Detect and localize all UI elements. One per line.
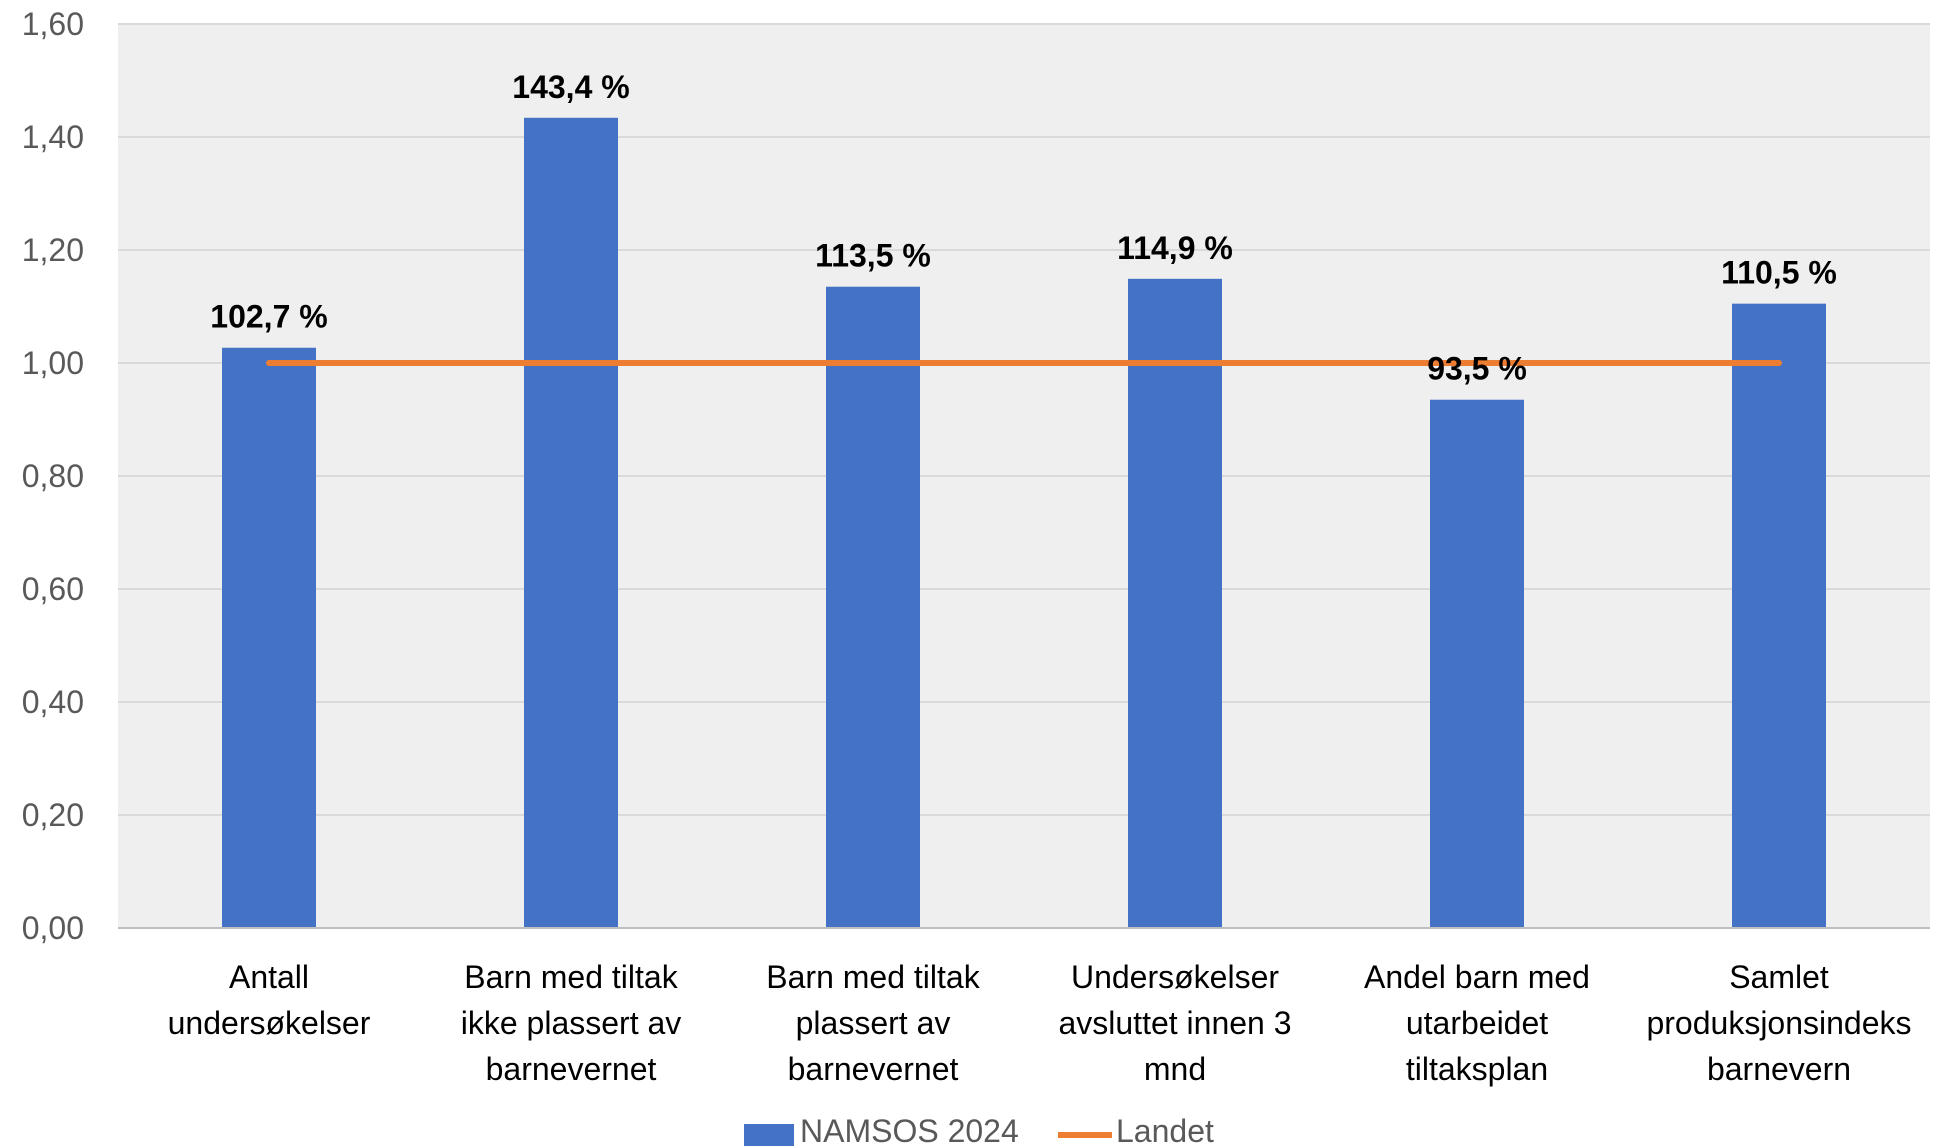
y-tick-label: 0,60 — [22, 571, 84, 607]
data-label: 143,4 % — [512, 69, 629, 105]
x-tick-label-line: utarbeidet — [1406, 1005, 1548, 1041]
bar — [1732, 303, 1826, 928]
data-label: 110,5 % — [1721, 255, 1837, 291]
data-label: 114,9 % — [1117, 230, 1233, 266]
y-tick-label: 1,20 — [22, 232, 84, 268]
bar — [826, 286, 920, 929]
y-tick-label: 1,00 — [22, 345, 84, 381]
bar-series — [222, 117, 1826, 929]
x-tick-label-line: Antall — [229, 959, 309, 995]
legend-swatch-bar — [744, 1124, 794, 1146]
y-tick-label: 1,60 — [22, 6, 84, 42]
x-tick-label-line: plassert av — [796, 1005, 951, 1041]
x-tick-label-line: Undersøkelser — [1071, 959, 1279, 995]
x-tick-label-line: barnevernet — [788, 1051, 959, 1087]
bar — [1430, 399, 1524, 929]
x-tick-label: Antall undersøkelser — [168, 959, 371, 1041]
x-tick-label-line: produksjonsindeks — [1646, 1005, 1911, 1041]
x-tick-label: Barn med tiltak plassert av barnevernet — [766, 959, 980, 1087]
x-tick-label-line: Samlet — [1729, 959, 1829, 995]
y-tick-label: 0,00 — [22, 910, 84, 946]
x-tick-label-line: Andel barn med — [1364, 959, 1590, 995]
data-labels: 102,7 % 143,4 % 113,5 % 114,9 % 93,5 % 110,5 … — [210, 69, 1837, 387]
y-tick-label: 0,40 — [22, 684, 84, 720]
x-tick-label: Undersøkelser avsluttet innen 3 mnd — [1058, 959, 1291, 1087]
x-tick-label-line: mnd — [1144, 1051, 1206, 1087]
data-label: 113,5 % — [815, 238, 931, 274]
x-tick-label: Andel barn med utarbeidet tiltaksplan — [1364, 959, 1590, 1087]
x-tick-label-line: Barn med tiltak — [464, 959, 678, 995]
legend: NAMSOS 2024 Landet — [744, 1113, 1214, 1146]
x-tick-label-line: barnevern — [1707, 1051, 1851, 1087]
x-tick-label-line: ikke plassert av — [461, 1005, 682, 1041]
x-tick-label: Barn med tiltak ikke plassert av barnevern… — [461, 959, 682, 1087]
x-tick-label: Samlet produksjonsindeks barnevern — [1646, 959, 1911, 1087]
y-tick-label: 0,80 — [22, 458, 84, 494]
bar — [524, 117, 618, 929]
bar — [1128, 278, 1222, 928]
x-tick-label-line: avsluttet innen 3 — [1058, 1005, 1291, 1041]
legend-label-line: Landet — [1116, 1113, 1214, 1146]
x-tick-label-line: tiltaksplan — [1406, 1051, 1548, 1087]
x-tick-label-line: barnevernet — [486, 1051, 657, 1087]
data-label: 93,5 % — [1427, 351, 1527, 387]
x-tick-label-line: undersøkelser — [168, 1005, 371, 1041]
x-axis: Antall undersøkelser Barn med tiltak ikke p… — [118, 927, 1930, 1087]
y-axis: 0,00 0,20 0,40 0,60 0,80 1,00 1,20 1,40 1,60 — [22, 6, 84, 946]
y-tick-label: 1,40 — [22, 119, 84, 155]
x-tick-label-line: Barn med tiltak — [766, 959, 980, 995]
legend-label-bar: NAMSOS 2024 — [800, 1113, 1019, 1146]
data-label: 102,7 % — [210, 299, 327, 335]
y-tick-label: 0,20 — [22, 797, 84, 833]
bar — [222, 347, 316, 928]
